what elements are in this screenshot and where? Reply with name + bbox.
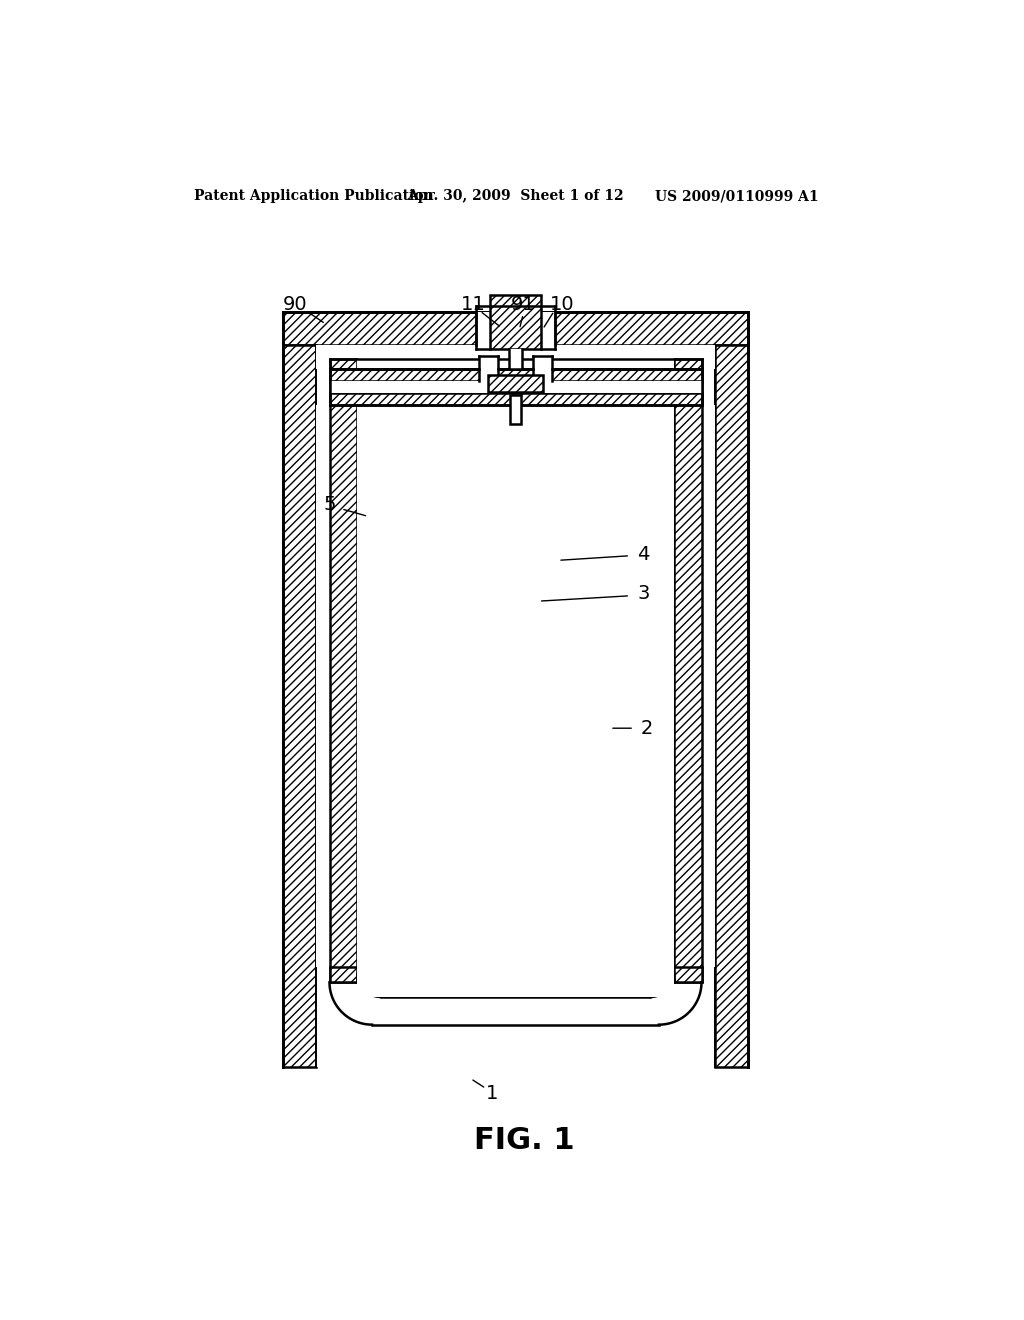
Text: 3: 3 (637, 583, 649, 603)
Bar (509, 348, 521, 370)
Bar (315, 345, 330, 370)
Text: 2: 2 (641, 718, 653, 738)
Bar (330, 393, 701, 405)
Bar (357, 359, 674, 974)
Text: 11: 11 (461, 296, 485, 314)
Bar (330, 370, 701, 405)
Bar (330, 381, 701, 393)
Text: 4: 4 (637, 545, 649, 565)
Bar (701, 405, 716, 966)
Text: 5: 5 (324, 495, 336, 515)
Text: 10: 10 (550, 296, 574, 314)
Text: Patent Application Publication: Patent Application Publication (194, 189, 433, 203)
Bar (510, 395, 520, 424)
Bar (283, 313, 748, 345)
Bar (534, 355, 552, 381)
Bar (330, 370, 701, 381)
Text: Apr. 30, 2009  Sheet 1 of 12: Apr. 30, 2009 Sheet 1 of 12 (407, 189, 624, 203)
Text: 90: 90 (283, 296, 307, 314)
Bar (315, 345, 716, 1067)
Bar (357, 954, 674, 997)
Bar (479, 355, 498, 381)
Bar (283, 345, 315, 1067)
Bar (330, 359, 357, 982)
Text: FIG. 1: FIG. 1 (474, 1126, 575, 1155)
Bar (510, 395, 520, 424)
Bar (490, 294, 541, 348)
Bar (674, 966, 701, 982)
Text: US 2009/0110999 A1: US 2009/0110999 A1 (655, 189, 818, 203)
Bar (315, 345, 330, 370)
Bar (315, 405, 330, 966)
Bar (330, 966, 357, 982)
Text: 1: 1 (486, 1085, 499, 1104)
Bar (674, 359, 701, 982)
Text: 91: 91 (511, 296, 536, 314)
Bar (701, 345, 716, 370)
Bar (488, 375, 543, 392)
Bar (716, 345, 748, 1067)
Bar (475, 313, 555, 345)
